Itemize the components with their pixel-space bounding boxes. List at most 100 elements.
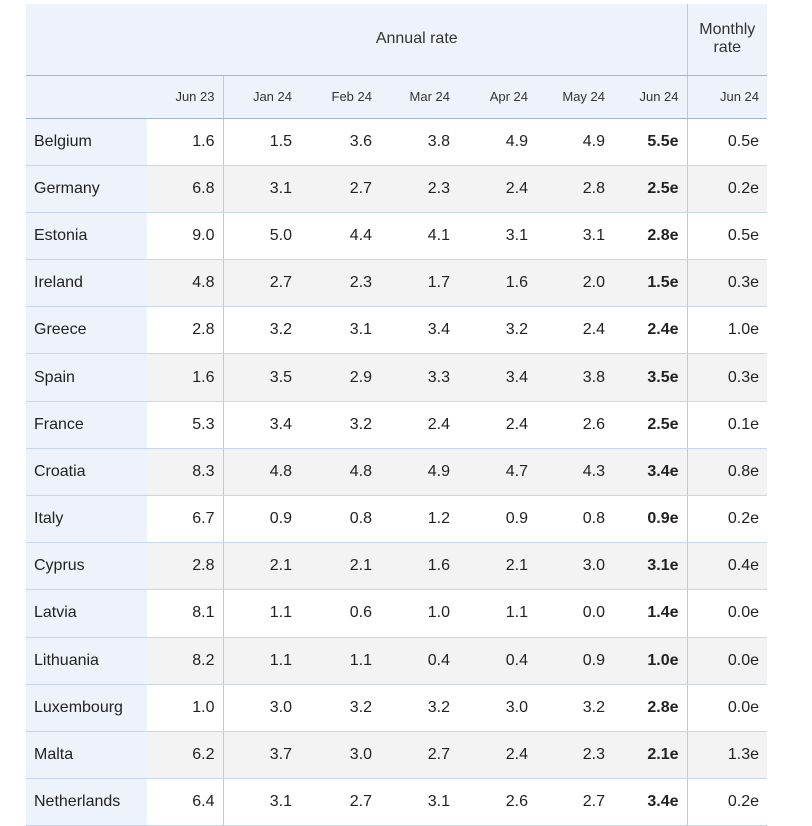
value-cell: 4.7 <box>458 448 536 497</box>
value-cell: 3.1 <box>380 778 458 826</box>
value-cell: 3.0 <box>536 542 613 591</box>
value-cell: 0.9e <box>613 495 688 544</box>
value-cell: 1.2 <box>380 495 458 544</box>
value-cell: 8.3 <box>147 448 223 497</box>
value-cell: 2.7 <box>222 259 300 308</box>
value-cell: 3.1 <box>300 306 380 355</box>
table-row: Lithuania 8.2 1.1 1.1 0.4 0.4 0.9 1.0e 0.0e <box>26 637 768 685</box>
value-cell: 1.5 <box>222 118 300 166</box>
value-cell: 0.8e <box>686 448 768 497</box>
value-cell: 3.2 <box>222 306 300 355</box>
value-cell: 3.2 <box>458 306 536 355</box>
value-cell: 0.9 <box>536 637 613 685</box>
table-row: Netherlands 6.4 3.1 2.7 3.1 2.6 2.7 3.4e 0.2e <box>26 778 768 826</box>
column-header: Jun 23 <box>147 75 223 119</box>
value-cell: 3.1 <box>222 165 300 213</box>
value-cell: 2.1e <box>613 731 688 780</box>
value-cell: 0.4 <box>458 637 536 685</box>
value-cell: 2.8e <box>613 684 688 732</box>
value-cell: 0.8 <box>536 495 613 544</box>
country-cell: Greece <box>26 306 147 355</box>
value-cell: 2.9 <box>300 353 380 402</box>
country-cell: Estonia <box>26 212 147 261</box>
value-cell: 1.6 <box>147 118 223 166</box>
value-cell: 3.0 <box>458 684 536 732</box>
value-cell: 2.1 <box>458 542 536 591</box>
country-cell: Malta <box>26 731 147 780</box>
value-cell: 3.1e <box>613 542 688 591</box>
value-cell: 0.6 <box>300 589 380 638</box>
value-cell: 1.1 <box>458 589 536 638</box>
column-header: Jan 24 <box>222 75 300 119</box>
value-cell: 1.0e <box>613 637 688 685</box>
group-header: Monthly rate <box>686 4 768 76</box>
value-cell: 3.8 <box>380 118 458 166</box>
value-cell: 2.0 <box>536 259 613 308</box>
value-cell: 3.7 <box>222 731 300 780</box>
value-cell: 3.6 <box>300 118 380 166</box>
table-row: Belgium 1.6 1.5 3.6 3.8 4.9 4.9 5.5e 0.5e <box>26 118 768 166</box>
country-cell: Italy <box>26 495 147 544</box>
column-header: Mar 24 <box>380 75 458 119</box>
value-cell: 1.3e <box>686 731 768 780</box>
value-cell: 6.8 <box>147 165 223 213</box>
value-cell: 1.1 <box>300 637 380 685</box>
table-row: Latvia 8.1 1.1 0.6 1.0 1.1 0.0 1.4e 0.0e <box>26 589 768 638</box>
value-cell: 4.3 <box>536 448 613 497</box>
corner <box>26 4 147 76</box>
table-row: Germany 6.8 3.1 2.7 2.3 2.4 2.8 2.5e 0.2e <box>26 165 768 213</box>
value-cell: 0.9 <box>458 495 536 544</box>
value-cell: 3.3 <box>380 353 458 402</box>
column-header: May 24 <box>536 75 613 119</box>
value-cell: 1.6 <box>147 353 223 402</box>
value-cell: 0.8 <box>300 495 380 544</box>
table-row: Italy 6.7 0.9 0.8 1.2 0.9 0.8 0.9e 0.2e <box>26 495 768 544</box>
value-cell: 2.7 <box>300 778 380 826</box>
country-cell: Latvia <box>26 589 147 638</box>
value-cell: 0.5e <box>686 212 768 261</box>
value-cell: 6.4 <box>147 778 223 826</box>
value-cell: 5.3 <box>147 401 223 449</box>
value-cell: 1.4e <box>613 589 688 638</box>
value-cell: 3.1 <box>458 212 536 261</box>
column-header: Feb 24 <box>300 75 380 119</box>
value-cell: 3.2 <box>300 684 380 732</box>
value-cell: 4.8 <box>222 448 300 497</box>
country-cell: Ireland <box>26 259 147 308</box>
value-cell: 4.9 <box>380 448 458 497</box>
value-cell: 2.8e <box>613 212 688 261</box>
column-header: Jun 24 <box>613 75 688 119</box>
value-cell: 0.3e <box>686 259 768 308</box>
column-header: Jun 24 <box>686 75 768 119</box>
value-cell: 1.0 <box>380 589 458 638</box>
value-cell: 2.4 <box>536 306 613 355</box>
value-cell: 2.8 <box>536 165 613 213</box>
value-cell: 3.4 <box>458 353 536 402</box>
country-cell: Belgium <box>26 118 147 166</box>
value-cell: 0.2e <box>686 165 768 213</box>
value-cell: 0.0e <box>686 589 768 638</box>
value-cell: 4.8 <box>147 259 223 308</box>
value-cell: 3.8 <box>536 353 613 402</box>
table-row: Estonia 9.0 5.0 4.4 4.1 3.1 3.1 2.8e 0.5e <box>26 212 768 261</box>
value-cell: 3.1 <box>536 212 613 261</box>
value-cell: 2.3 <box>300 259 380 308</box>
value-cell: 6.7 <box>147 495 223 544</box>
group-header: Annual rate <box>147 4 688 76</box>
value-cell: 1.7 <box>380 259 458 308</box>
country-cell: Lithuania <box>26 637 147 685</box>
value-cell: 0.0e <box>686 684 768 732</box>
value-cell: 3.5e <box>613 353 688 402</box>
value-cell: 0.9 <box>222 495 300 544</box>
country-cell: Cyprus <box>26 542 147 591</box>
value-cell: 2.4 <box>380 401 458 449</box>
value-cell: 0.5e <box>686 118 768 166</box>
value-cell: 2.3 <box>380 165 458 213</box>
table-row: France 5.3 3.4 3.2 2.4 2.4 2.6 2.5e 0.1e <box>26 401 768 449</box>
table-row: Malta 6.2 3.7 3.0 2.7 2.4 2.3 2.1e 1.3e <box>26 731 768 780</box>
value-cell: 4.8 <box>300 448 380 497</box>
value-cell: 0.3e <box>686 353 768 402</box>
value-cell: 2.8 <box>147 306 223 355</box>
table-row: Greece 2.8 3.2 3.1 3.4 3.2 2.4 2.4e 1.0e <box>26 306 768 355</box>
value-cell: 4.9 <box>458 118 536 166</box>
